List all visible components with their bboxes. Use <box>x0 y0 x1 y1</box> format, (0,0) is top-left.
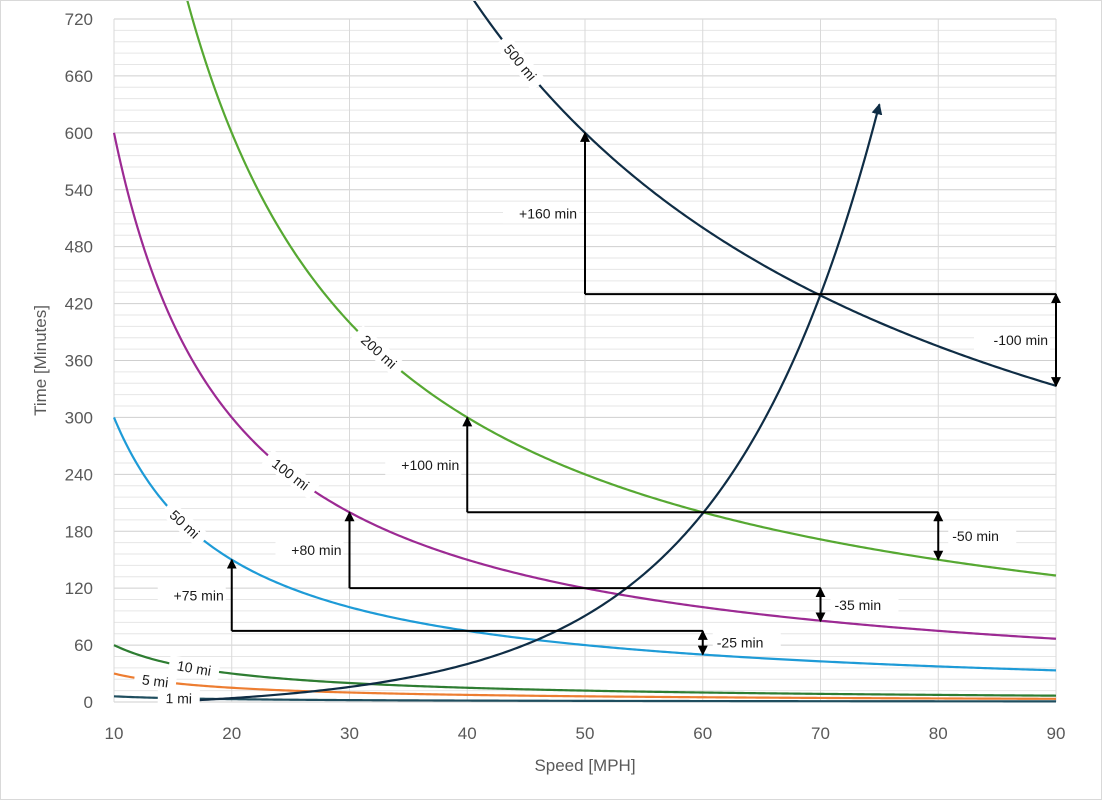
delta-label: +100 min <box>401 457 459 473</box>
series-label-background <box>261 449 320 500</box>
x-tick-label: 80 <box>929 724 948 743</box>
series-label-background <box>351 325 407 379</box>
y-tick-label: 360 <box>65 352 93 371</box>
series-label-background <box>133 669 178 693</box>
delta-label: -35 min <box>835 597 882 613</box>
series-label-background <box>157 688 200 708</box>
x-tick-label: 10 <box>105 724 124 743</box>
x-tick-label: 50 <box>576 724 595 743</box>
series-line <box>113 695 1056 703</box>
delta-label: +80 min <box>291 542 341 558</box>
series-label-background <box>167 655 221 682</box>
y-tick-label: 60 <box>74 636 93 655</box>
delta-label-background <box>712 632 781 653</box>
x-axis-title: Speed [MPH] <box>534 756 635 775</box>
y-tick-label: 720 <box>65 10 93 29</box>
series-label-group: 5 mi <box>133 669 178 693</box>
y-tick-label: 540 <box>65 181 93 200</box>
series-line <box>113 644 1057 697</box>
series-line <box>112 416 1057 672</box>
series-label-group: 50 mi <box>159 500 210 548</box>
y-tick-label: 240 <box>65 465 93 484</box>
growth-curve <box>161 103 883 704</box>
series-label-background <box>159 500 210 548</box>
y-tick-label: 420 <box>65 295 93 314</box>
tick-labels: 10 20 30 40 50 60 70 80 90 0 60 120 180 240 300 360 420 4… <box>65 10 1066 743</box>
y-tick-label: 300 <box>65 408 93 427</box>
x-tick-label: 20 <box>222 724 241 743</box>
delta-label: -50 min <box>952 528 999 544</box>
series-line <box>186 1 1057 577</box>
series-label: 5 mi <box>141 671 169 690</box>
delta-label: +75 min <box>174 587 224 603</box>
series-line <box>113 672 1057 700</box>
y-tick-label: 600 <box>65 124 93 143</box>
delta-label: +160 min <box>519 205 577 221</box>
series-label-group: 200 mi <box>351 325 407 379</box>
delta-label: -25 min <box>717 635 764 651</box>
y-tick-label: 180 <box>65 522 93 541</box>
delta-label-background <box>948 525 1017 546</box>
grid <box>113 18 1057 703</box>
x-tick-label: 90 <box>1047 724 1066 743</box>
delta-label-background <box>385 454 462 475</box>
delta-label-background <box>157 585 226 606</box>
x-tick-label: 60 <box>693 724 712 743</box>
y-axis-title: Time [Minutes] <box>31 305 50 416</box>
x-tick-label: 40 <box>458 724 477 743</box>
delta-label-background <box>974 330 1050 351</box>
delta-label-background <box>503 203 579 224</box>
annotations: +75 min -25 min +80 min -35 min +100 min -50 … <box>157 131 1061 656</box>
x-tick-label: 30 <box>340 724 359 743</box>
series-label-group: 1 mi <box>157 688 200 708</box>
y-tick-label: 0 <box>84 693 93 712</box>
series-label-background <box>494 34 546 91</box>
delta-label-background <box>830 594 899 615</box>
series-label-group: 10 mi <box>167 655 221 682</box>
y-tick-label: 120 <box>65 579 93 598</box>
x-tick-label: 70 <box>811 724 830 743</box>
series-label-group: 500 mi <box>494 34 546 91</box>
series-label: 1 mi <box>165 690 192 707</box>
series-line <box>472 1 1057 387</box>
y-tick-label: 480 <box>65 238 93 257</box>
y-tick-label: 660 <box>65 67 93 86</box>
delta-label-background <box>275 540 344 561</box>
series-label: 10 mi <box>176 657 212 678</box>
delta-label: -100 min <box>994 332 1048 348</box>
series-label: 500 mi <box>501 41 540 84</box>
